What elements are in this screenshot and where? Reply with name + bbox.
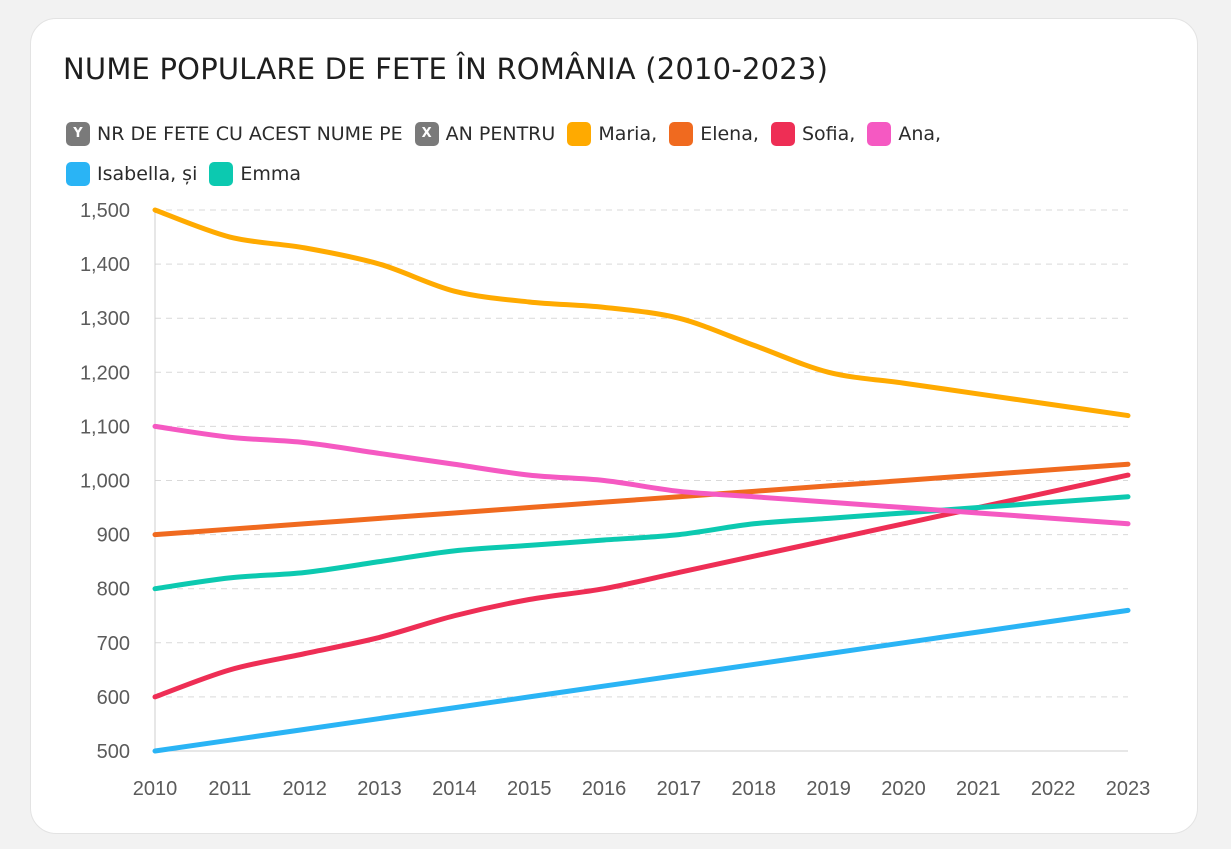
- x-tick-label: 2015: [507, 778, 552, 800]
- legend-label: Ana,: [898, 123, 942, 145]
- series-line-elena: [152, 461, 1131, 538]
- y-tick-label: 900: [97, 525, 130, 547]
- legend-y-axis: Y NR DE FETE CU ACEST NUME PE: [66, 118, 403, 150]
- x-tick-label: 2011: [208, 778, 251, 800]
- x-tick-label: 2016: [582, 778, 627, 800]
- legend-label: Maria,: [598, 123, 658, 145]
- series-line-ana: [152, 423, 1131, 527]
- series-line-emma: [152, 494, 1131, 592]
- legend-item-isabella[interactable]: Isabella, și: [66, 158, 197, 190]
- x-tick-label: 2018: [732, 778, 777, 800]
- series-line-maria: [152, 207, 1131, 419]
- legend-label: Isabella, și: [97, 163, 198, 185]
- legend-label: Sofia,: [801, 123, 856, 145]
- legend-swatch: [669, 122, 694, 146]
- legend-item-maria[interactable]: Maria,: [567, 118, 657, 150]
- x-tick-label: 2020: [881, 778, 926, 800]
- legend-x-axis-label: AN PENTRU: [445, 123, 556, 145]
- legend-y-axis-label: NR DE FETE CU ACEST NUME PE: [97, 123, 403, 145]
- y-tick-label: 1,500: [80, 200, 130, 222]
- x-tick-label: 2010: [133, 778, 178, 800]
- legend-item-elena[interactable]: Elena,: [669, 118, 759, 150]
- y-tick-label: 1,000: [80, 471, 130, 493]
- y-tick-label: 1,400: [80, 254, 130, 276]
- legend-item-sofia[interactable]: Sofia,: [770, 118, 855, 150]
- y-tick-label: 600: [97, 687, 130, 709]
- legend-swatch: [567, 122, 592, 146]
- x-tick-label: 2014: [432, 778, 477, 800]
- series-line-isabella: [152, 607, 1131, 754]
- y-tick-label: 700: [97, 633, 130, 655]
- y-tick-label: 1,100: [80, 416, 130, 438]
- x-tick-label: 2023: [1106, 778, 1151, 800]
- legend-swatch: [770, 122, 795, 146]
- legend-item-emma[interactable]: Emma: [209, 158, 301, 190]
- chart-title: NUME POPULARE DE FETE ÎN ROMÂNIA (2010-2…: [63, 52, 829, 86]
- x-axis-badge-icon: X: [414, 122, 439, 146]
- y-tick-label: 1,200: [80, 362, 130, 384]
- legend-item-ana[interactable]: Ana,: [867, 118, 941, 150]
- y-tick-label: 800: [97, 579, 130, 601]
- legend-swatch: [867, 122, 892, 146]
- y-tick-label: 500: [97, 741, 130, 763]
- x-tick-label: 2017: [657, 778, 702, 800]
- legend-label: Emma: [240, 163, 302, 185]
- x-tick-label: 2012: [282, 778, 327, 800]
- x-tick-label: 2019: [806, 778, 851, 800]
- legend-x-axis: X AN PENTRU: [414, 118, 555, 150]
- legend: Y NR DE FETE CU ACEST NUME PE X AN PENTR…: [66, 118, 1066, 198]
- legend-swatch: [209, 162, 234, 186]
- x-tick-label: 2013: [357, 778, 402, 800]
- x-tick-label: 2022: [1031, 778, 1076, 800]
- x-tick-label: 2021: [956, 778, 1001, 800]
- y-tick-label: 1,300: [80, 308, 130, 330]
- legend-swatch: [66, 162, 90, 186]
- y-axis-badge-icon: Y: [66, 122, 90, 146]
- legend-label: Elena,: [700, 123, 759, 145]
